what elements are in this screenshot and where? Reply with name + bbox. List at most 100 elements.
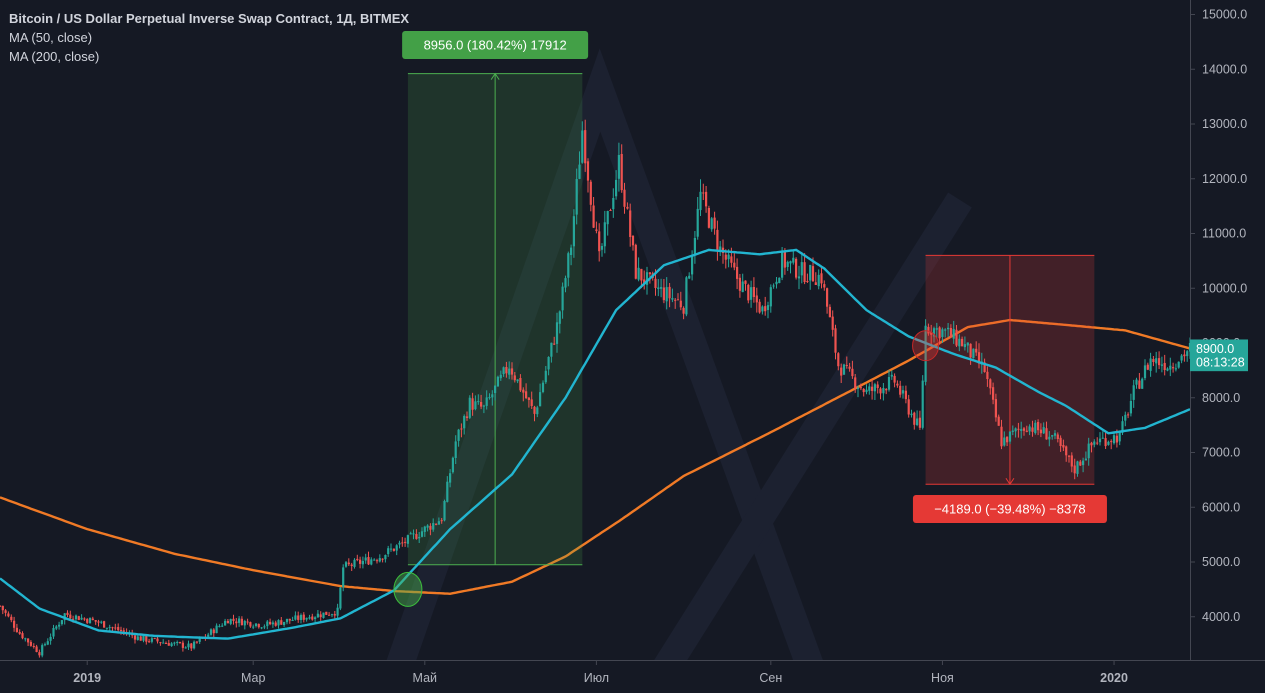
candle [60,620,63,626]
candle [615,170,618,200]
candle [322,612,325,619]
time-tick-label: Июл [584,671,609,685]
candle [733,252,736,271]
candle [283,621,286,627]
price-tick-label: 13000.0 [1202,117,1247,131]
candle [927,323,930,336]
death-cross-marker[interactable] [912,330,940,362]
candle [83,617,86,621]
candle [463,414,466,435]
candle [440,518,443,524]
candle [1112,431,1116,445]
candle [958,334,961,352]
candle [266,620,269,630]
candle [1014,427,1017,438]
candle [755,287,758,313]
candle [834,324,837,360]
candle [1183,349,1186,362]
ma200-line [0,318,1191,596]
candle [620,144,623,193]
candle [153,637,156,640]
candle [384,554,387,563]
candle [837,352,840,371]
candle [1104,432,1107,449]
candle [561,282,564,319]
candle [229,618,232,626]
candle [977,343,981,369]
candle [1093,439,1096,448]
candle [249,621,252,628]
candle [1067,455,1071,463]
candle [1042,422,1045,434]
candle [207,632,210,638]
price-tick-label: 6000.0 [1202,500,1240,514]
candle [1034,420,1037,435]
candle [66,610,69,618]
candle [350,562,353,571]
price-tick-label: 8000.0 [1202,391,1240,405]
candle [685,276,688,317]
candle [820,265,823,289]
candle [97,619,100,627]
candle [775,277,778,289]
countdown-text: 08:13:28 [1196,356,1245,370]
candle [46,638,49,646]
candle [972,348,975,359]
candle [426,524,429,532]
candle [1028,424,1031,436]
candle [868,383,871,395]
candle [674,298,677,309]
candle [873,382,876,400]
candle [581,121,584,164]
candle [761,305,764,315]
candle [13,616,16,632]
candle [494,385,497,401]
chart-legend: Bitcoin / US Dollar Perpetual Inverse Sw… [9,9,409,66]
candle [516,379,519,384]
candle [449,469,452,488]
candle [539,383,542,407]
candle [24,637,27,642]
candle [713,211,716,235]
candle [367,551,370,565]
candle [291,616,294,621]
candle [18,629,21,635]
price-tick-label: 7000.0 [1202,446,1240,460]
candle [859,383,862,391]
candle [1149,352,1152,377]
golden-cross-marker[interactable] [393,571,423,607]
candle [941,327,944,343]
candle [679,291,682,311]
candle [792,251,795,265]
candle [1107,440,1110,446]
candle [522,387,525,402]
candle [373,558,376,561]
legend-ma200: MA (200, close) [9,49,100,64]
candle [7,611,10,618]
candle [800,251,803,284]
candle [513,372,516,383]
candle [1124,411,1127,427]
candle [764,296,767,316]
candle [1158,351,1161,369]
candle [167,639,170,646]
candle [1169,357,1172,377]
candle [190,643,193,651]
candle [277,619,280,629]
candle [643,270,646,290]
candle [353,558,356,569]
time-tick-label: Ноя [931,671,954,685]
candle [558,310,561,334]
candle [359,556,362,569]
candle [702,183,705,200]
candle [269,618,272,626]
candle [961,336,964,347]
candle [499,370,502,381]
candle [100,620,103,624]
candle [578,151,581,180]
candle [609,208,612,211]
candle [789,260,792,274]
candle [111,626,114,632]
time-tick-label: Сен [759,671,782,685]
